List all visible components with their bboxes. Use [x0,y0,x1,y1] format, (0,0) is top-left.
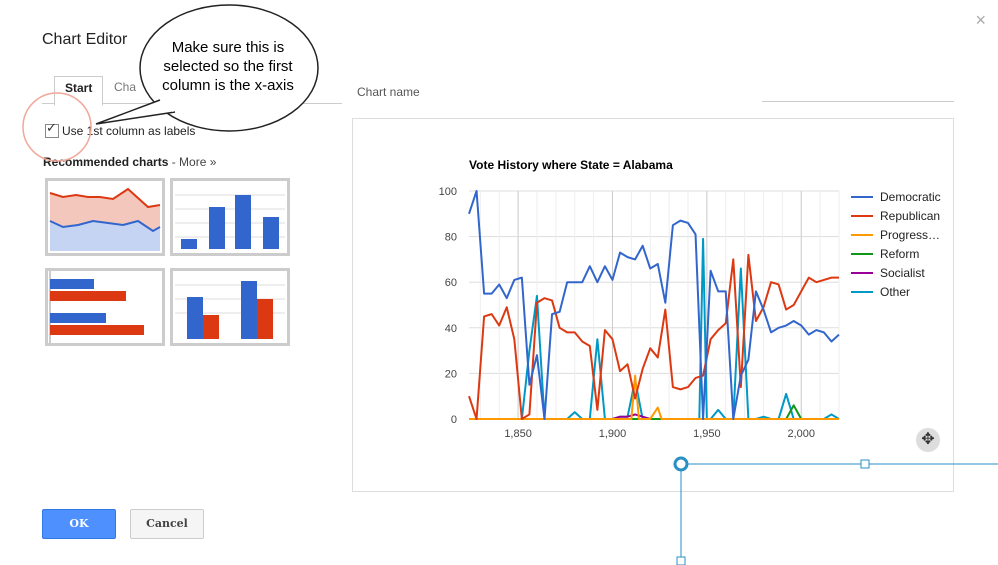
series-line-progress [469,374,839,420]
legend-label: Republican [880,209,940,223]
editor-title: Chart Editor [42,31,128,48]
more-charts-link[interactable]: - More » [171,155,217,169]
chart-preview: Vote History where State = Alabama 0 20 40 6… [439,158,941,440]
y-tick-label: 20 [445,368,457,380]
x-tick-label: 1,950 [693,428,721,440]
legend-label: Socialist [880,266,925,280]
tab-charts[interactable]: Cha [114,80,137,94]
series-line-republican [468,253,839,420]
resize-handle-bottom [676,556,686,565]
legend-label: Reform [880,247,919,261]
thumbnail-bar-chart[interactable] [45,268,165,346]
callout-line-2: selected so the first [163,58,293,75]
use-first-column-label: Use 1st column as labels [62,124,196,138]
tab-start[interactable]: Start [54,76,104,106]
y-tick-label: 40 [445,323,457,335]
thumbnail-column-chart[interactable] [170,178,290,256]
move-arrows-icon[interactable]: ✥ [916,428,940,452]
callout-line-3: column is the x-axis [162,77,294,94]
y-tick-label: 60 [445,277,457,289]
checkmark-icon: ✓ [46,120,57,135]
x-tick-label: 2,000 [787,428,815,440]
legend-label: Democratic [880,190,941,204]
series-line-democratic [468,190,840,420]
y-tick-label: 80 [445,232,457,244]
legend-label: Progress… [880,228,940,242]
thumbnail-area-chart[interactable] [45,178,165,256]
ok-button[interactable]: OK [42,509,116,539]
recommended-charts-heading: Recommended charts - More » [43,155,216,169]
chart-name-underline [762,101,954,102]
chart-title: Vote History where State = Alabama [469,158,673,172]
y-tick-label: 100 [439,186,457,198]
y-tick-label: 0 [451,414,457,426]
recommended-charts-label: Recommended charts [43,155,169,169]
callout-text: Make sure this is selected so the first … [148,38,308,95]
chart-preview-panel: Vote History where State = Alabama 0 20 40 6… [352,118,954,492]
thumbnail-grouped-column-chart[interactable] [170,268,290,346]
callout-line-1: Make sure this is [171,39,285,56]
x-tick-label: 1,850 [504,428,532,440]
legend-label: Other [880,285,910,299]
cancel-button[interactable]: Cancel [130,509,204,539]
x-tick-label: 1,900 [599,428,627,440]
close-icon[interactable]: × [975,10,986,30]
chart-name-field[interactable]: Chart name [357,85,420,99]
